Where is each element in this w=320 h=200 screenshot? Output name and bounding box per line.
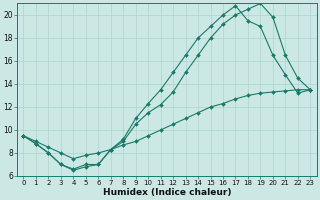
X-axis label: Humidex (Indice chaleur): Humidex (Indice chaleur) [103, 188, 231, 197]
